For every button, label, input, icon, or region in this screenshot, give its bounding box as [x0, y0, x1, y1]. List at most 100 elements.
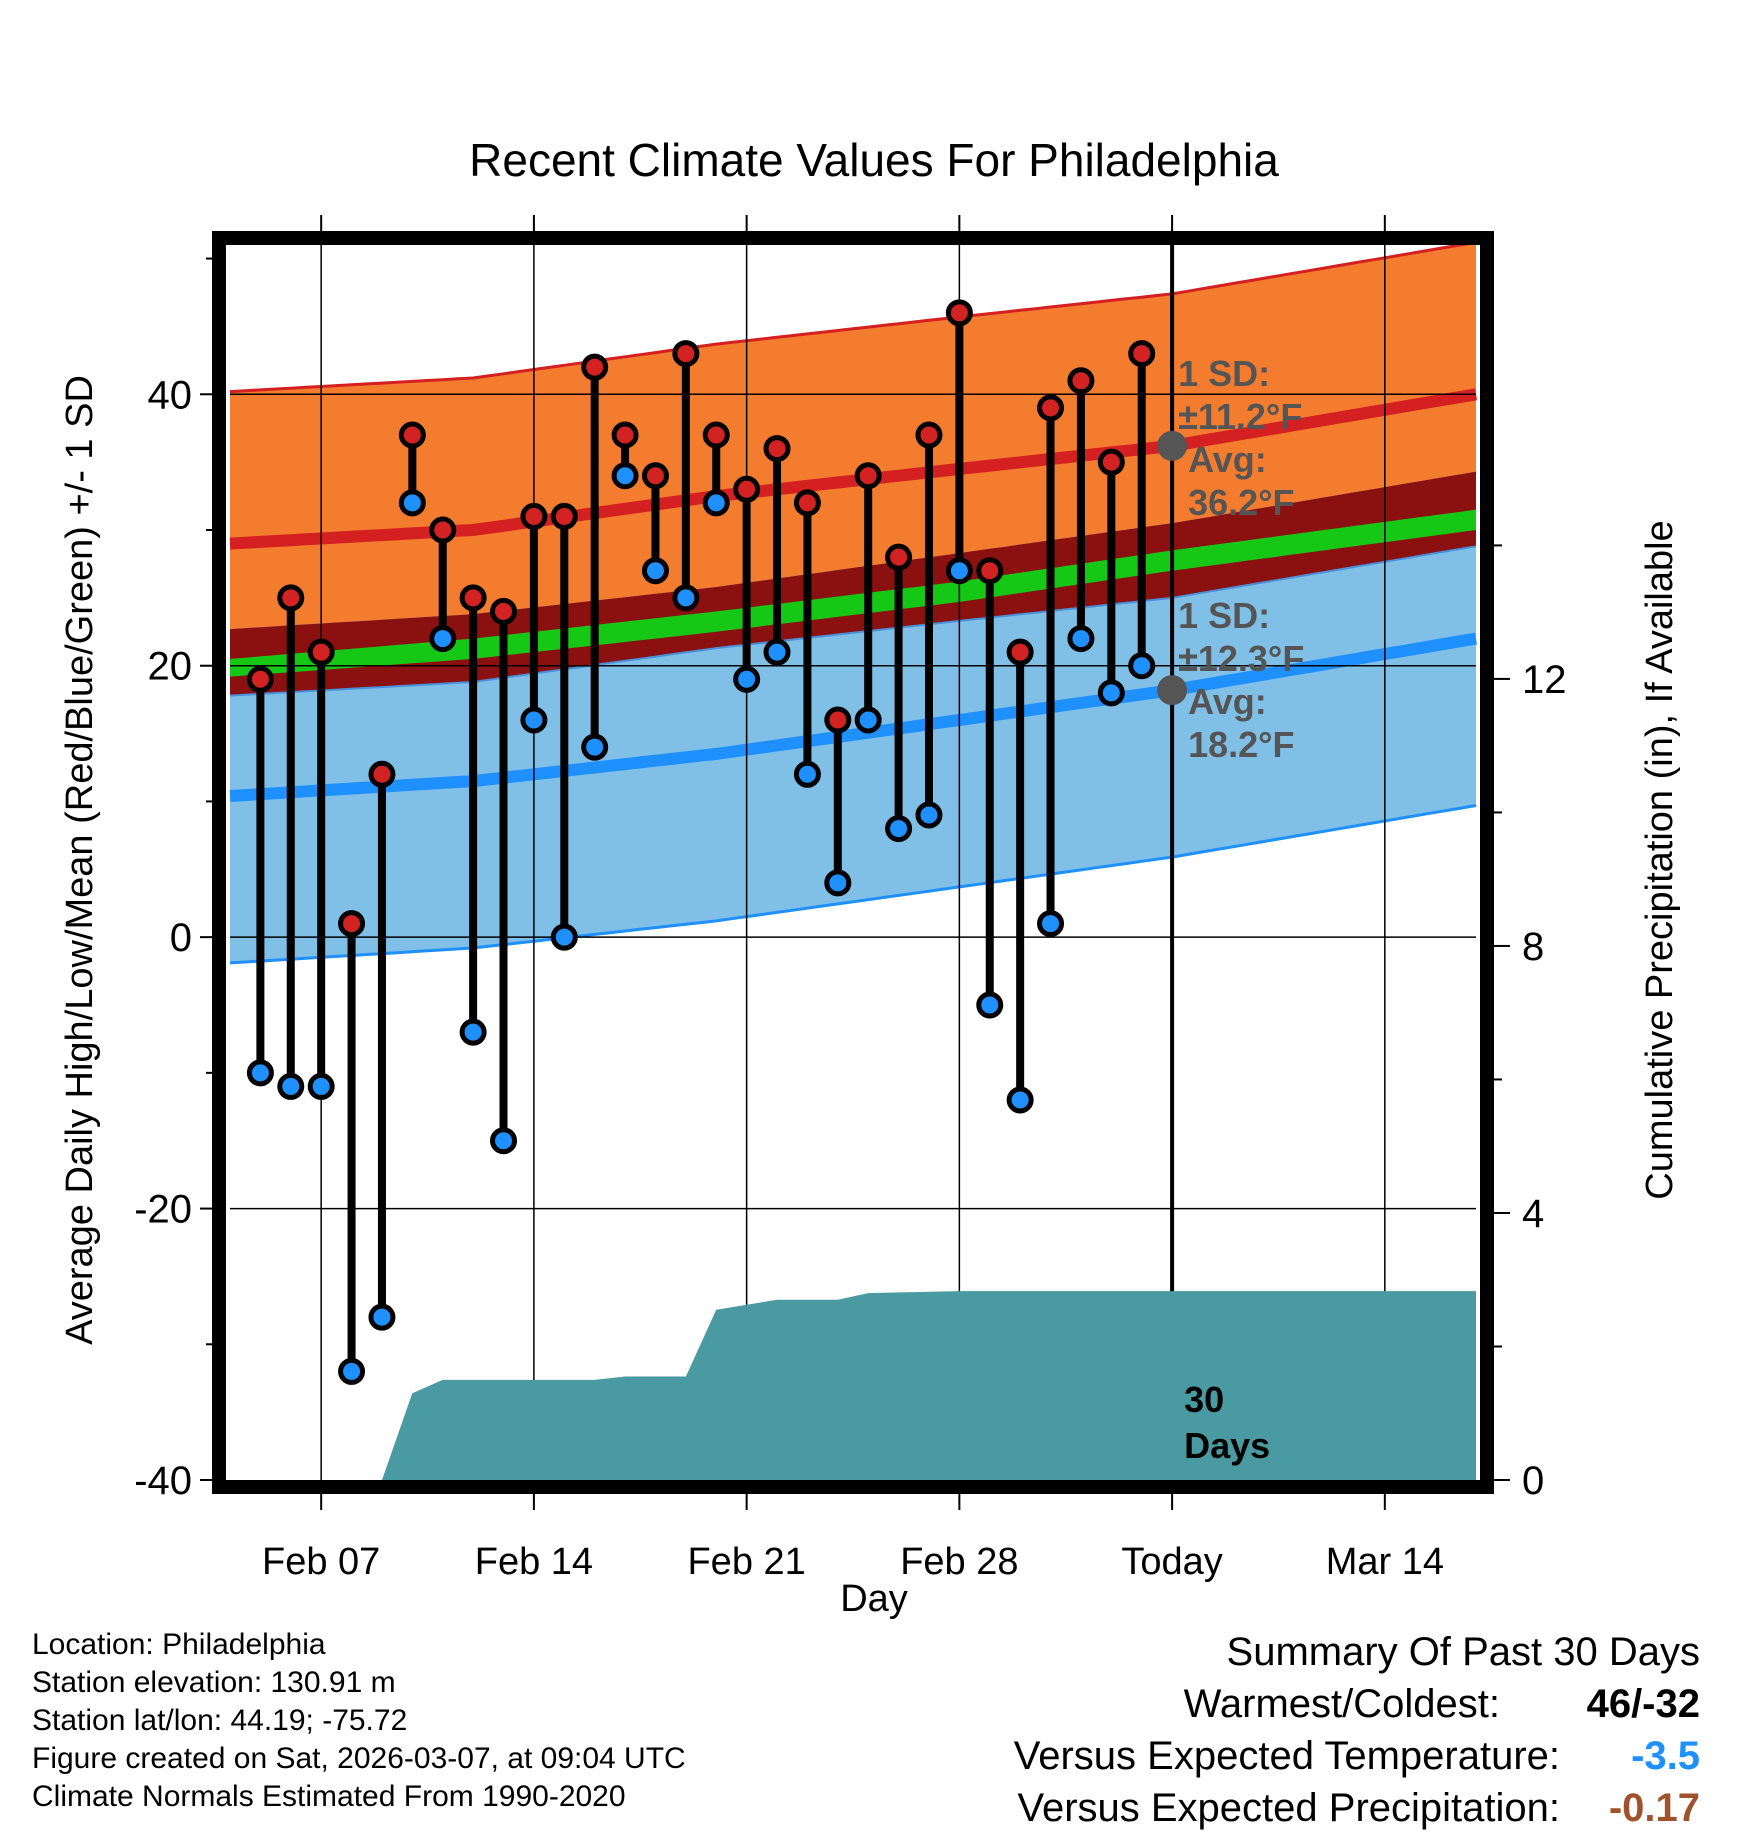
high-point — [915, 421, 943, 449]
y-tick-label: -40 — [134, 1459, 192, 1503]
low-point — [824, 869, 852, 897]
chart-title: Recent Climate Values For Philadelphia — [469, 134, 1279, 186]
temp-value: -3.5 — [1631, 1734, 1700, 1778]
low-point — [945, 557, 973, 585]
x-tick-label: Feb 07 — [262, 1541, 380, 1583]
elevation-text: Station elevation: 130.91 m — [32, 1666, 396, 1699]
temp-label: Versus Expected Temperature: — [1013, 1734, 1560, 1778]
high-point — [1006, 638, 1034, 666]
mean-normal-band — [230, 509, 1476, 677]
high-point — [277, 584, 305, 612]
y2-tick-label: 8 — [1522, 925, 1544, 969]
station-info: Location: Philadelphia Station elevation… — [32, 1626, 686, 1816]
summary-row-precip: Versus Expected Precipitation: -0.17 — [940, 1782, 1700, 1834]
normal-annotation-line: 1 SD: — [1178, 595, 1270, 636]
axes: -40 -20 0 20 40 0 4 8 12 Feb 07 Feb 14 Feb 21 Feb 28… — [134, 215, 1567, 1583]
low-point — [976, 991, 1004, 1019]
climate-chart: Recent Climate Values For Philadelphia 3… — [59, 134, 1681, 1620]
location-text: Location: Philadelphia — [32, 1628, 326, 1661]
plot-grid — [230, 245, 1476, 1480]
normals-text: Climate Normals Estimated From 1990-2020 — [32, 1780, 626, 1813]
high-sd-lower-line — [229, 545, 1477, 697]
precip-value: -0.17 — [1608, 1786, 1700, 1830]
high-point — [733, 475, 761, 503]
created-text: Figure created on Sat, 2026-03-07, at 09… — [32, 1742, 686, 1775]
summary-title: Summary Of Past 30 Days — [1226, 1630, 1700, 1674]
low-point — [1097, 679, 1125, 707]
normal-annotation-line: 18.2°F — [1188, 724, 1294, 765]
low-point — [520, 706, 548, 734]
high-point — [398, 421, 426, 449]
summary-row-temp: Versus Expected Temperature: -3.5 — [940, 1730, 1700, 1782]
normal-annotation-line: ±11.2°F — [1178, 396, 1302, 437]
low-point — [1037, 910, 1065, 938]
high-point — [976, 557, 1004, 585]
x-tick-label: Today — [1121, 1541, 1222, 1583]
daily-range-bars — [246, 299, 1156, 1385]
low-point — [915, 801, 943, 829]
precip-area: 30 Days — [381, 1291, 1477, 1480]
summary-row-warmest: Warmest/Coldest: 46/-32 — [940, 1678, 1700, 1730]
high-point — [1097, 448, 1125, 476]
high-point — [1128, 340, 1156, 368]
y-tick-label: 20 — [148, 645, 193, 689]
low-point — [1006, 1086, 1034, 1114]
low-point — [459, 1018, 487, 1046]
high-point — [641, 462, 669, 490]
high-point — [429, 516, 457, 544]
high-sd-upper-line — [229, 240, 1477, 394]
high-point — [611, 421, 639, 449]
window-label: 30 — [1184, 1379, 1224, 1420]
y-tick-label: 40 — [148, 373, 193, 417]
x-tick-label: Feb 21 — [687, 1541, 805, 1583]
high-point — [885, 543, 913, 571]
high-point — [763, 435, 791, 463]
y-tick-label: -20 — [134, 1188, 192, 1232]
low-point — [368, 1303, 396, 1331]
low-point — [672, 584, 700, 612]
high-point — [854, 462, 882, 490]
summary-panel: Summary Of Past 30 Days Warmest/Coldest:… — [940, 1626, 1700, 1834]
normal-annotation-line: Avg: — [1188, 681, 1267, 722]
plot-frame — [212, 231, 1494, 1494]
low-point — [1067, 625, 1095, 653]
normal-annotation-line: ±12.3°F — [1178, 638, 1304, 679]
y-axis-label: Average Daily High/Low/Mean (Red/Blue/Gr… — [59, 375, 101, 1345]
window-label: Days — [1184, 1425, 1270, 1466]
low-point — [429, 625, 457, 653]
low-point — [277, 1072, 305, 1100]
low-point — [307, 1072, 335, 1100]
y2-tick-label: 0 — [1522, 1459, 1544, 1503]
normal-annotation-line: 1 SD: — [1178, 353, 1270, 394]
normal-annotation-line: 36.2°F — [1188, 482, 1294, 523]
high-point — [581, 353, 609, 381]
high-point — [459, 584, 487, 612]
high-point — [368, 760, 396, 788]
high-point — [1037, 394, 1065, 422]
high-point — [1067, 367, 1095, 395]
plot-bands — [229, 240, 1478, 965]
low-point — [490, 1127, 518, 1155]
high-point — [338, 910, 366, 938]
x-axis-label: Day — [840, 1578, 908, 1620]
y2-axis-label: Cumulative Precipitation (in), If Availa… — [1639, 520, 1681, 1199]
low-point — [581, 733, 609, 761]
warmest-label: Warmest/Coldest: — [1183, 1682, 1500, 1726]
high-point — [520, 502, 548, 530]
low-sd-lower-line — [229, 804, 1477, 965]
high-point — [672, 340, 700, 368]
high-point — [824, 706, 852, 734]
low-point — [763, 638, 791, 666]
low-point — [550, 923, 578, 951]
low-point — [398, 489, 426, 517]
low-point — [338, 1357, 366, 1385]
x-tick-label: Feb 14 — [475, 1541, 593, 1583]
warmest-value: 46/-32 — [1586, 1682, 1700, 1726]
y2-tick-label: 4 — [1522, 1192, 1544, 1236]
low-point — [854, 706, 882, 734]
low-point — [733, 665, 761, 693]
high-point — [793, 489, 821, 517]
today-low-normal-dot — [1157, 675, 1188, 706]
high-point — [945, 299, 973, 327]
